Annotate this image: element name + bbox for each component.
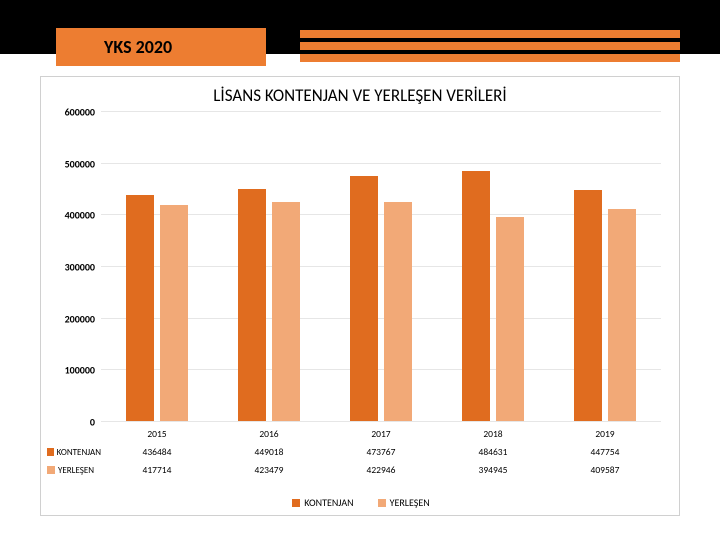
bar-yerleşen	[608, 209, 636, 421]
title-badge: YKS 2020	[56, 28, 266, 66]
bar-kontenjan	[238, 189, 266, 421]
bar-yerleşen	[272, 202, 300, 421]
page-title: YKS 2020	[104, 36, 172, 58]
y-axis-label: 200000	[65, 312, 101, 325]
series-label: KONTENJAN	[41, 447, 101, 458]
category-label: 2016	[213, 428, 325, 440]
category-label: 2019	[549, 428, 661, 440]
y-axis-label: 300000	[65, 261, 101, 274]
data-cell: 473767	[325, 446, 437, 458]
bar-kontenjan	[350, 176, 378, 421]
bar-yerleşen	[384, 202, 412, 421]
data-cell: 447754	[549, 446, 661, 458]
gridline: 500000	[101, 163, 661, 164]
data-cell: 436484	[101, 446, 213, 458]
data-cell: 449018	[213, 446, 325, 458]
data-table: 20152016201720182019KONTENJAN43648444901…	[41, 425, 681, 479]
bar-yerleşen	[160, 205, 188, 421]
legend-item: YERLEŞEN	[378, 496, 430, 509]
bar-kontenjan	[126, 195, 154, 421]
y-axis-label: 600000	[65, 106, 101, 119]
chart-container: LİSANS KONTENJAN VE YERLEŞEN VERİLERİ 0 1…	[40, 76, 680, 516]
legend-label: YERLEŞEN	[390, 496, 430, 509]
legend-item: KONTENJAN	[292, 496, 353, 509]
category-label: 2018	[437, 428, 549, 440]
swatch-icon	[47, 448, 54, 456]
table-row: YERLEŞEN 417714423479422946394945409587	[41, 461, 681, 479]
bar-kontenjan	[574, 190, 602, 421]
category-label: 2015	[101, 428, 213, 440]
data-cell: 422946	[325, 464, 437, 476]
category-label: 2017	[325, 428, 437, 440]
chart-title: LİSANS KONTENJAN VE YERLEŞEN VERİLERİ	[41, 77, 679, 110]
swatch-icon	[378, 499, 386, 507]
table-row: 20152016201720182019	[41, 425, 681, 443]
bar-yerleşen	[496, 217, 524, 421]
y-axis-label: 100000	[65, 364, 101, 377]
header-stripes	[300, 30, 680, 66]
series-name: YERLEŞEN	[58, 465, 94, 476]
data-cell: 484631	[437, 446, 549, 458]
series-label: YERLEŞEN	[41, 465, 101, 476]
swatch-icon	[47, 466, 55, 474]
data-cell: 394945	[437, 464, 549, 476]
table-row: KONTENJAN436484449018473767484631447754	[41, 443, 681, 461]
data-cell: 417714	[101, 464, 213, 476]
swatch-icon	[292, 499, 300, 507]
legend-label: KONTENJAN	[304, 496, 353, 509]
y-axis-label: 500000	[65, 157, 101, 170]
gridline: 600000	[101, 111, 661, 112]
gridline: 0	[101, 421, 661, 422]
plot-area: 0100000200000300000400000500000600000	[101, 111, 661, 421]
series-name: KONTENJAN	[57, 447, 101, 458]
data-cell: 409587	[549, 464, 661, 476]
data-cell: 423479	[213, 464, 325, 476]
legend: KONTENJAN YERLEŞEN	[41, 496, 681, 509]
bar-kontenjan	[462, 171, 490, 421]
y-axis-label: 400000	[65, 209, 101, 222]
